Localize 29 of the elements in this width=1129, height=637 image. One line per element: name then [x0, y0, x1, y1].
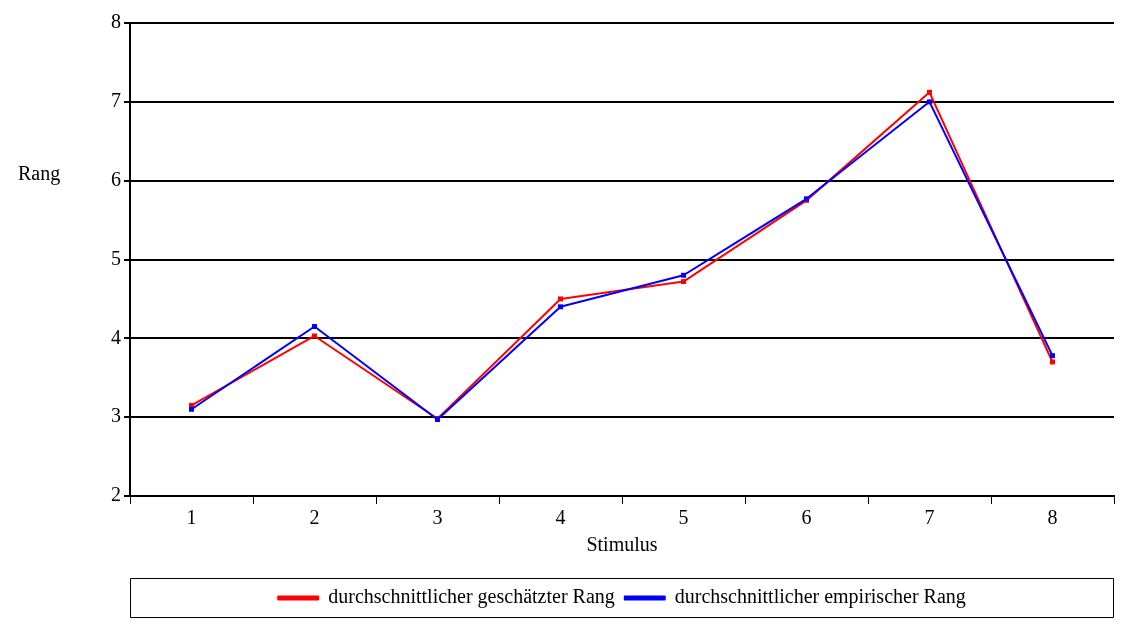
legend-label: durchschnittlicher empirischer Rang — [674, 585, 966, 609]
x-tick-label: 3 — [432, 506, 443, 529]
x-tick-label: 5 — [678, 506, 689, 529]
point — [681, 279, 686, 285]
point — [927, 89, 932, 95]
point — [312, 324, 317, 329]
x-tick-label: 2 — [309, 506, 320, 529]
y-tick-label: 3 — [111, 404, 121, 427]
point — [927, 99, 932, 105]
point — [189, 406, 194, 412]
y-tick-label: 8 — [111, 10, 121, 33]
x-tick-label: 6 — [801, 506, 812, 529]
y-axis-title: Rang — [18, 161, 61, 185]
point — [681, 272, 686, 278]
point — [558, 296, 563, 302]
x-tick-label: 1 — [186, 506, 197, 529]
y-tick-label: 6 — [111, 167, 121, 190]
x-tick-label: 7 — [924, 506, 935, 529]
x-tick-label: 8 — [1047, 506, 1058, 529]
point — [558, 304, 563, 310]
point — [312, 333, 317, 339]
y-tick-label: 4 — [111, 325, 121, 348]
y-tick-label: 7 — [111, 89, 121, 112]
x-axis-title: Stimulus — [586, 533, 658, 556]
point — [1050, 353, 1055, 359]
x-tick-label: 4 — [555, 506, 566, 529]
legend-label: durchschnittlicher geschätzter Rang — [328, 585, 615, 609]
y-tick-label: 2 — [111, 483, 121, 506]
y-tick-label: 5 — [111, 246, 121, 269]
